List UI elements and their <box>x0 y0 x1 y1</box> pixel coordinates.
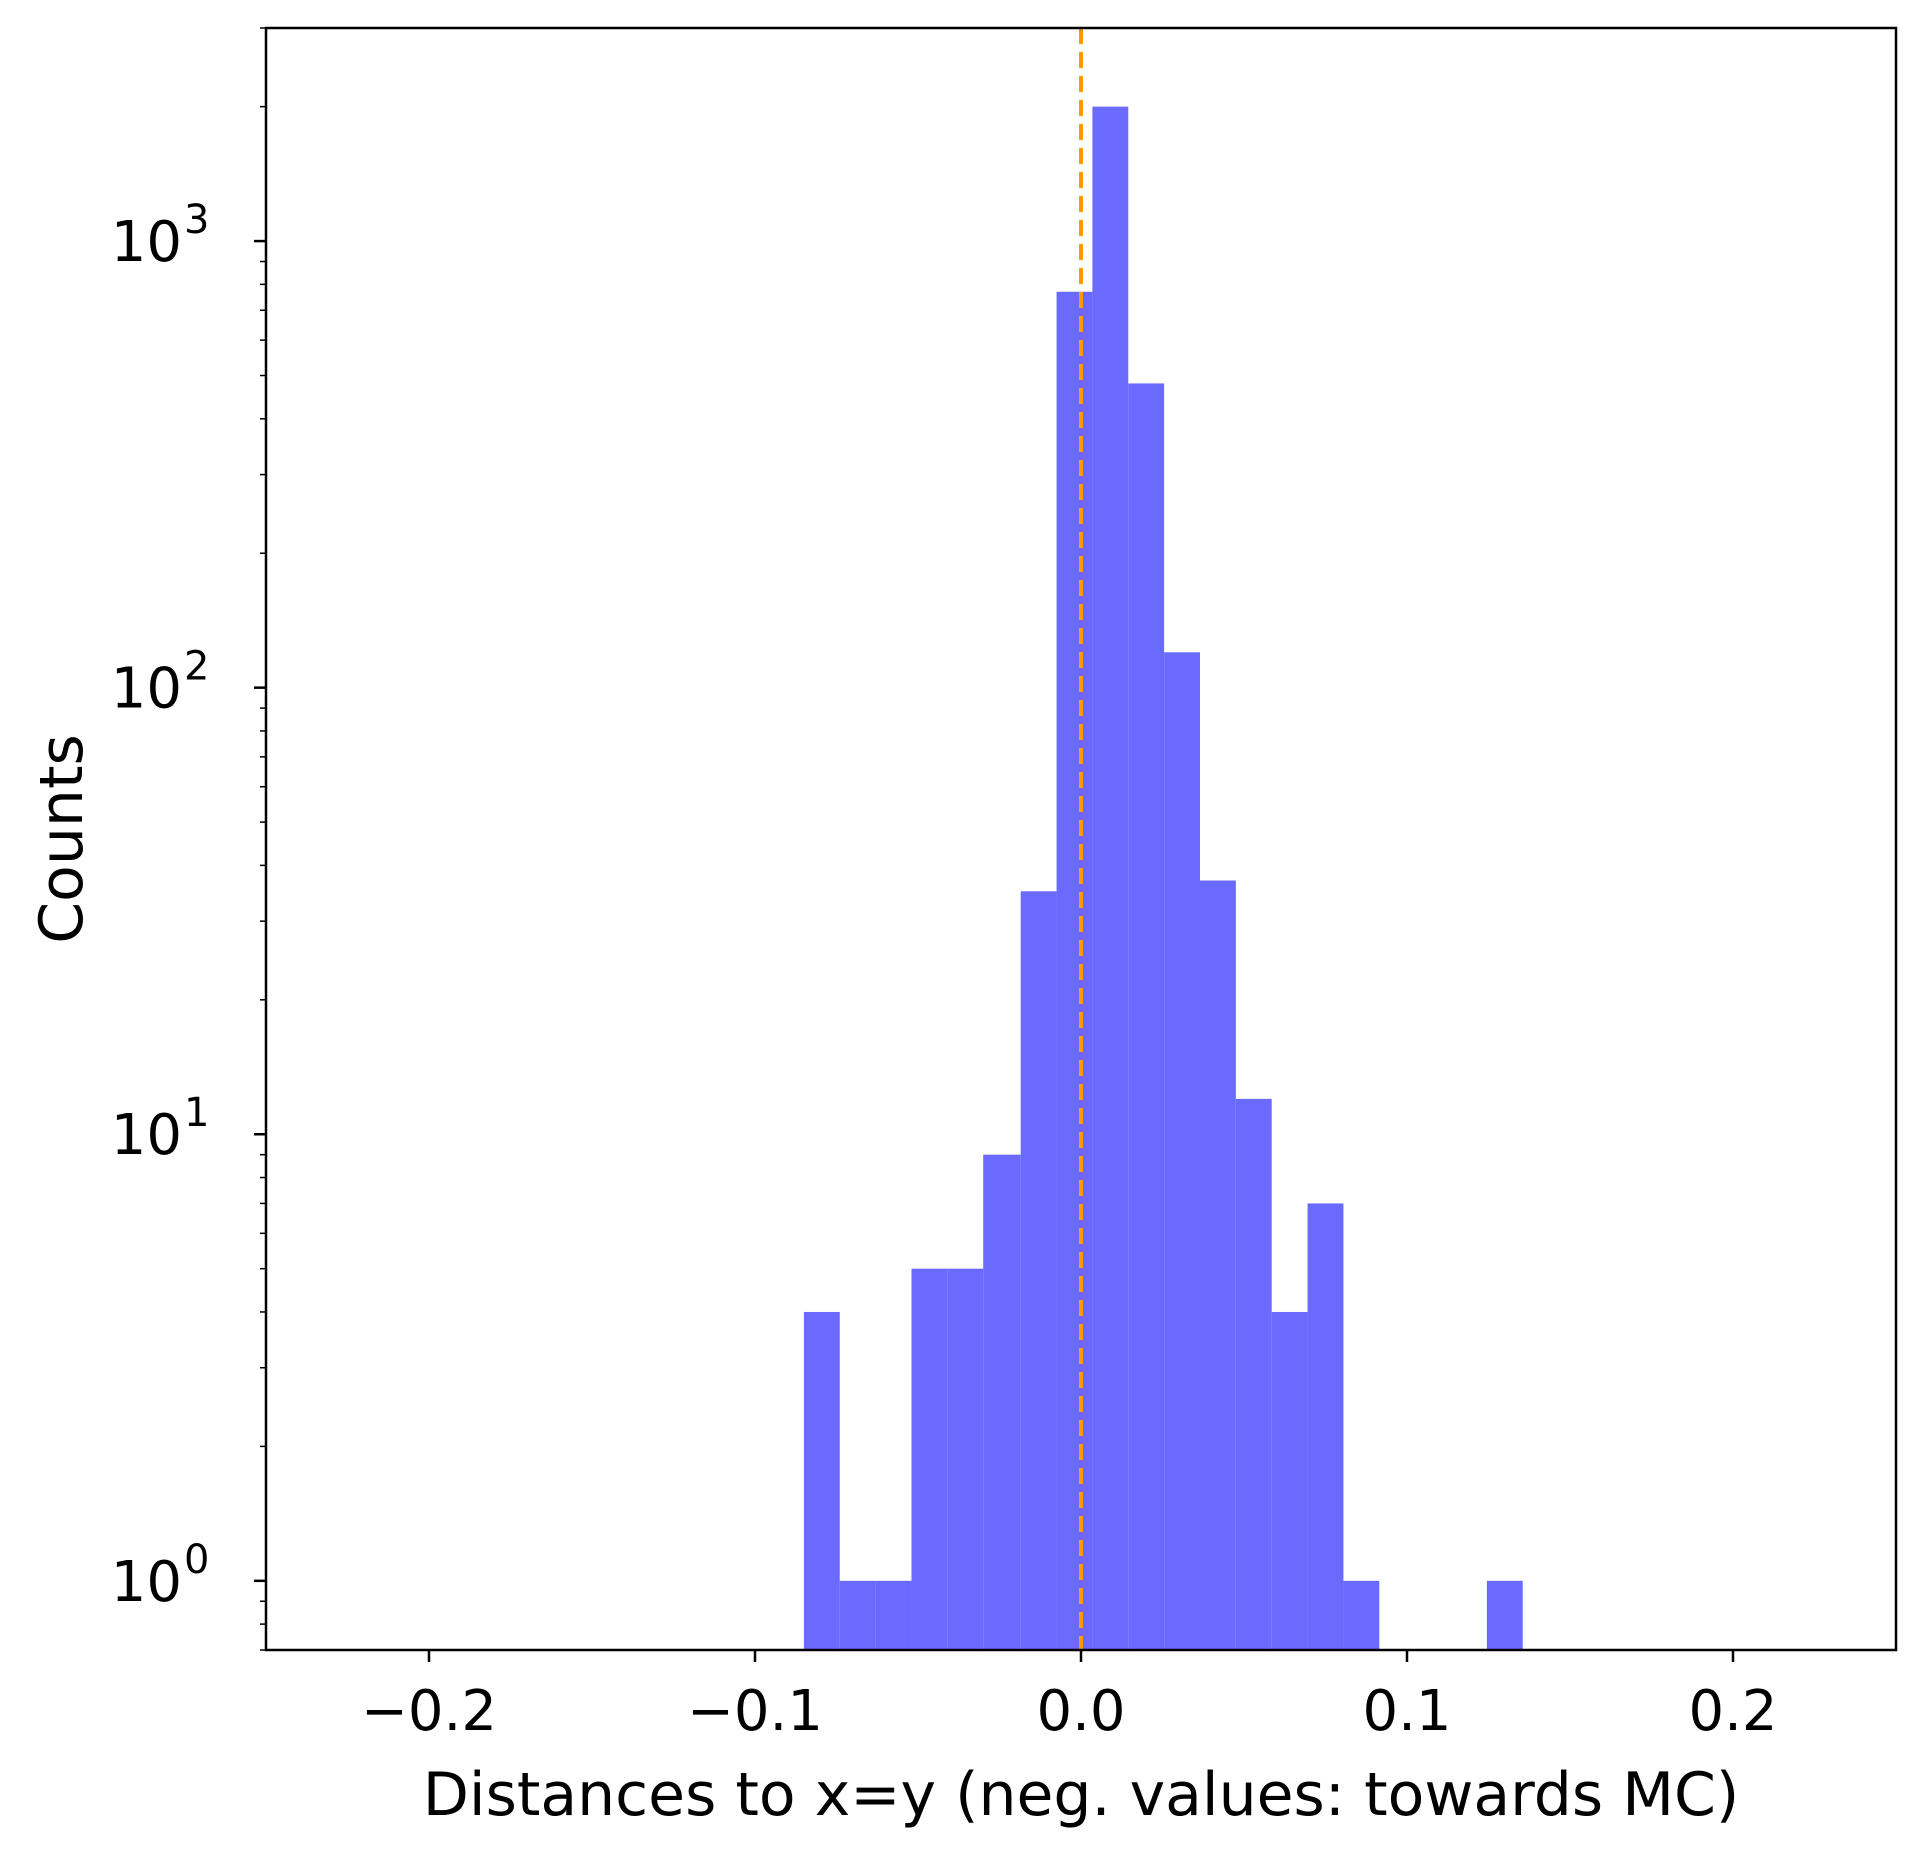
histogram-bar <box>1020 891 1057 1650</box>
y-tick-label: 10 <box>111 657 182 722</box>
x-tick-label: −0.2 <box>361 1679 497 1744</box>
y-tick-exponent: 1 <box>184 1090 209 1136</box>
y-tick-exponent: 2 <box>184 644 209 690</box>
histogram-bar <box>1092 106 1129 1650</box>
histogram-bar <box>1164 652 1200 1650</box>
y-tick-label: 10 <box>111 210 182 275</box>
histogram-bar <box>1056 291 1093 1650</box>
histogram-bar <box>1271 1311 1308 1650</box>
histogram-bars <box>803 106 1523 1650</box>
x-tick-label: 0.2 <box>1688 1679 1777 1744</box>
x-axis-label: Distances to x=y (neg. values: towards M… <box>423 1760 1740 1830</box>
y-tick-exponent: 0 <box>184 1537 209 1583</box>
y-tick-exponent: 3 <box>184 197 209 243</box>
histogram-bar <box>875 1580 912 1650</box>
y-tick-label: 10 <box>111 1550 182 1615</box>
x-tick-label: 0.1 <box>1362 1679 1451 1744</box>
histogram-bar <box>1343 1580 1380 1650</box>
y-tick-label: 10 <box>111 1103 182 1168</box>
histogram-bar <box>839 1580 876 1650</box>
y-axis-label: Counts <box>27 734 97 943</box>
x-tick-label: 0.0 <box>1036 1679 1125 1744</box>
x-axis-ticks: −0.2 −0.1 0.0 0.1 0.2 <box>361 1650 1778 1744</box>
histogram-bar <box>911 1268 948 1650</box>
histogram-bar <box>1486 1580 1523 1650</box>
histogram-bar <box>1128 383 1165 1650</box>
histogram-bar <box>1307 1203 1344 1650</box>
histogram-bar <box>1199 880 1236 1650</box>
histogram-bar <box>983 1154 1021 1650</box>
histogram-bar <box>803 1311 840 1650</box>
histogram-bar <box>1235 1098 1272 1650</box>
x-tick-label: −0.1 <box>687 1679 823 1744</box>
histogram-bar <box>947 1268 984 1650</box>
